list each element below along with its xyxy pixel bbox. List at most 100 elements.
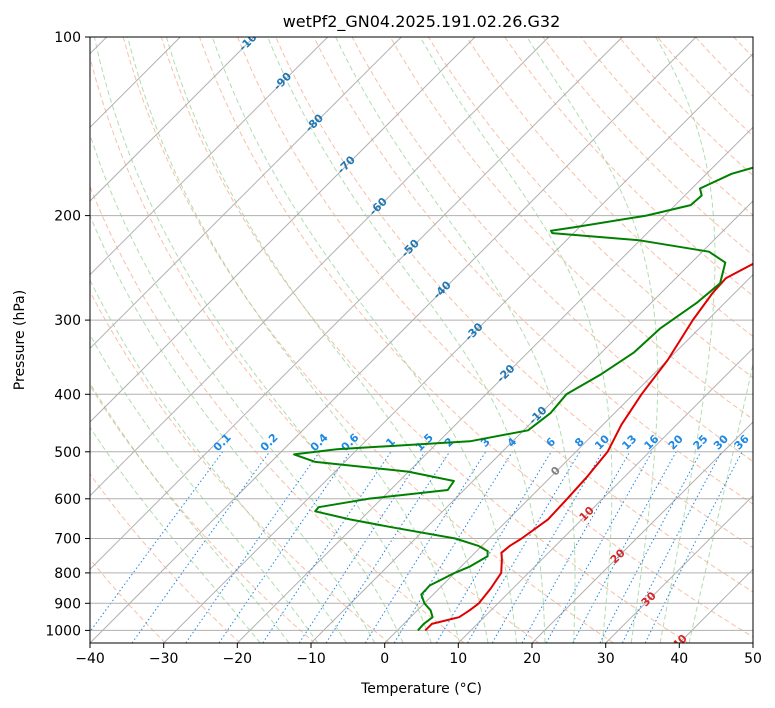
x-axis-label: Temperature (°C) xyxy=(360,681,482,697)
mixing-ratio-line xyxy=(218,451,351,643)
plot-frame xyxy=(89,36,754,644)
dry-adiabat-line xyxy=(695,37,753,98)
isotherm-line xyxy=(163,52,753,643)
x-tick-label: 30 xyxy=(597,651,615,667)
y-tick-label: 100 xyxy=(54,30,81,46)
x-tick-label: 10 xyxy=(449,651,467,667)
x-tick-label: 0 xyxy=(380,651,389,667)
moist-adiabat-line xyxy=(655,37,716,643)
mixing-ratio-line xyxy=(325,451,451,643)
y-tick-label: 700 xyxy=(54,532,81,548)
isotherm-line xyxy=(457,347,753,643)
isotherm-label: 40 xyxy=(670,632,690,652)
isotherm-line xyxy=(90,37,476,423)
chart-title: wetPf2_GN04.2025.191.02.26.G32 xyxy=(283,12,561,32)
mixing-ratio-label: 0.2 xyxy=(258,431,281,454)
moist-adiabat-line xyxy=(211,37,517,643)
mixing-ratio-label: 8 xyxy=(572,435,587,450)
y-axis-ticks: 100 200 300 400 500 600 700 800 900 1000 xyxy=(45,30,90,639)
moist-adiabat-line xyxy=(127,37,461,643)
isotherm-label: -100 xyxy=(236,25,265,54)
dry-adiabat-line xyxy=(160,37,689,643)
isotherm-line xyxy=(90,37,697,643)
moist-adiabat-line xyxy=(526,37,659,643)
y-tick-label: 200 xyxy=(54,209,81,225)
dry-adiabat-line xyxy=(504,37,753,297)
isotherm-line xyxy=(90,37,402,350)
x-tick-label: 50 xyxy=(744,651,762,667)
x-axis-ticks: −40 −30 −20 −10 0 10 20 30 40 50 xyxy=(75,643,762,667)
y-tick-label: 1000 xyxy=(45,623,81,639)
mixing-ratio-label: 1 xyxy=(383,435,398,450)
isotherm-line xyxy=(90,37,329,276)
dry-adiabat-line xyxy=(657,37,753,137)
mixing-ratio-line xyxy=(393,451,513,643)
moist-adiabat-line xyxy=(267,37,546,643)
isotherm-line xyxy=(384,273,753,643)
moist-adiabat-line xyxy=(90,214,376,643)
y-tick-label: 300 xyxy=(54,313,81,329)
y-axis-label: Pressure (hPa) xyxy=(12,290,28,390)
dry-adiabat-line xyxy=(90,384,316,643)
moist-adiabat-line xyxy=(90,133,404,643)
mixing-ratio-line xyxy=(364,451,487,643)
dry-adiabat-line xyxy=(389,37,753,420)
mixing-ratio-label: 0.1 xyxy=(211,431,234,454)
temperature-profile-line xyxy=(424,262,753,632)
mixing-ratio-line xyxy=(131,451,271,643)
isotherm-line xyxy=(90,37,255,202)
dry-adiabat-line xyxy=(733,37,753,58)
moist-adiabat-line xyxy=(165,37,489,643)
dry-adiabat-line xyxy=(90,473,241,643)
y-tick-label: 400 xyxy=(54,387,81,403)
mixing-ratio-label: 13 xyxy=(619,432,639,452)
dry-adiabat-line xyxy=(313,37,753,505)
y-tick-label: 500 xyxy=(54,445,81,461)
mixing-ratio-line xyxy=(545,451,653,643)
dry-adiabat-line xyxy=(90,290,390,643)
isotherm-line xyxy=(531,421,753,643)
x-tick-label: −30 xyxy=(149,651,179,667)
line-labels: -100-90-80-70-60-50-40-30-20-10010203040… xyxy=(211,25,752,652)
isotherm-line xyxy=(752,642,753,643)
mixing-ratio-line xyxy=(572,451,677,643)
dry-adiabat-line xyxy=(122,37,614,643)
mixing-ratio-label: 1.5 xyxy=(413,431,436,454)
isotherm-line xyxy=(90,37,623,571)
dry-adiabat-line xyxy=(580,37,753,216)
moist-adiabat-line xyxy=(93,37,432,643)
isotherm-line xyxy=(678,568,753,643)
dry-adiabat-line xyxy=(466,37,753,338)
isotherm-line xyxy=(90,37,550,497)
dry-adiabat-line xyxy=(90,185,465,643)
moist-adiabat-line xyxy=(335,37,576,643)
dry-adiabat-line xyxy=(427,37,753,379)
x-tick-label: 40 xyxy=(670,651,688,667)
mixing-ratio-label: 16 xyxy=(642,432,662,452)
mixing-ratio-label: 6 xyxy=(544,435,559,450)
dry-adiabat-line xyxy=(542,37,753,256)
mixing-ratio-line xyxy=(435,451,552,643)
mixing-ratio-line xyxy=(521,451,631,643)
mixing-ratio-label: 25 xyxy=(691,432,711,452)
isotherm-line xyxy=(310,200,753,643)
mixing-ratio-label: 30 xyxy=(711,432,731,452)
dry-adiabat-line xyxy=(275,37,753,549)
isotherm-label: 0 xyxy=(548,464,563,479)
isotherm-line xyxy=(605,494,753,643)
mixing-ratio-line xyxy=(491,451,603,643)
x-tick-label: −10 xyxy=(296,651,326,667)
mixing-ratio-line xyxy=(185,451,321,643)
moist-adiabat-line xyxy=(419,37,613,643)
dry-adiabat-line xyxy=(237,37,753,593)
moist-adiabat-line xyxy=(90,426,261,643)
mixing-ratio-label: 20 xyxy=(666,432,686,452)
y-tick-label: 800 xyxy=(54,566,81,582)
dry-adiabat-line xyxy=(90,55,540,643)
mixing-ratio-line xyxy=(467,451,581,643)
moist-adiabat-line xyxy=(688,361,753,643)
sounding-profiles xyxy=(293,166,753,632)
mixing-ratio-label: 36 xyxy=(732,432,752,452)
background-lines xyxy=(90,37,753,643)
